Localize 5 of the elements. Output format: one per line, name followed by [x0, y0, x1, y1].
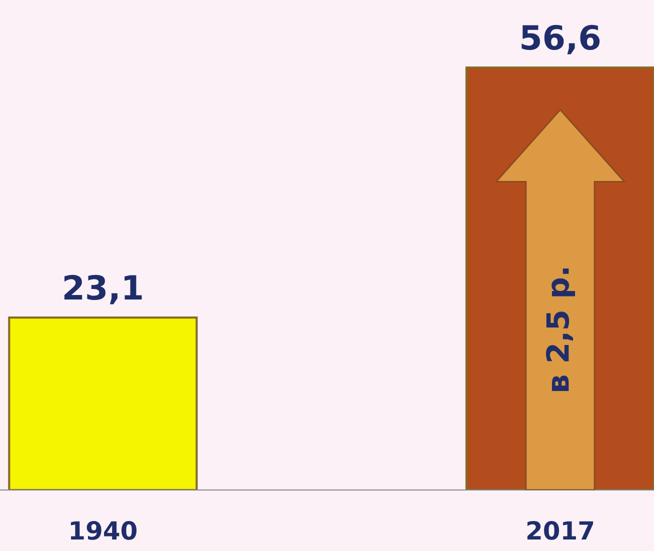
annotation: в 2,5 р. [546, 268, 576, 392]
x-tick-label: 2017 [527, 520, 594, 540]
data-label: 56,6 [522, 24, 600, 54]
x-tick-label: 1940 [70, 520, 136, 540]
data-label: 23,1 [64, 274, 142, 304]
